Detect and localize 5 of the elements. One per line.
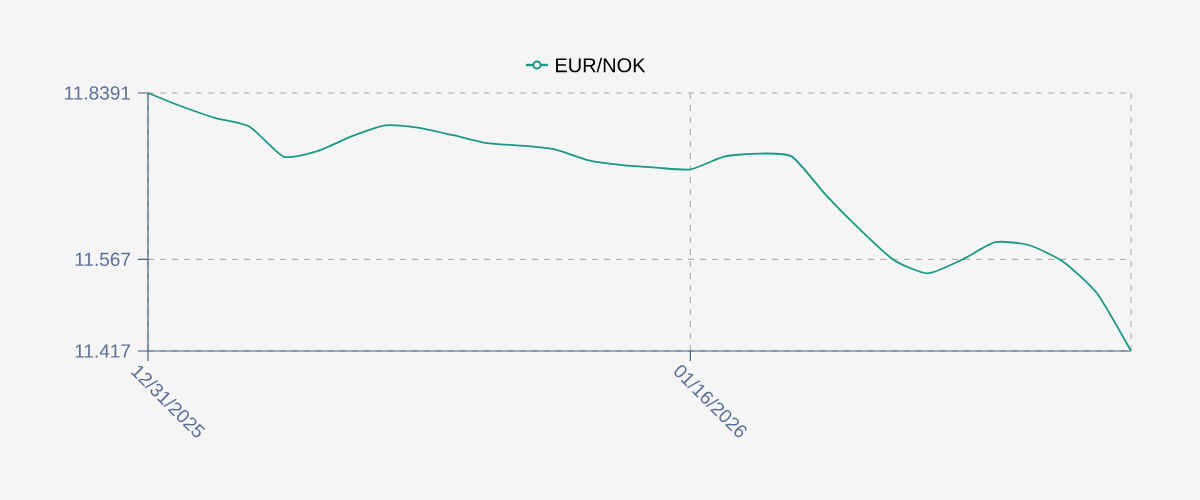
y-tick-label: 11.417 xyxy=(75,344,130,358)
y-tick-label: 11.8391 xyxy=(65,86,130,100)
legend-label: EUR/NOK xyxy=(556,57,646,73)
y-tick-label: 11.567 xyxy=(75,252,130,267)
line-series xyxy=(147,92,1132,352)
